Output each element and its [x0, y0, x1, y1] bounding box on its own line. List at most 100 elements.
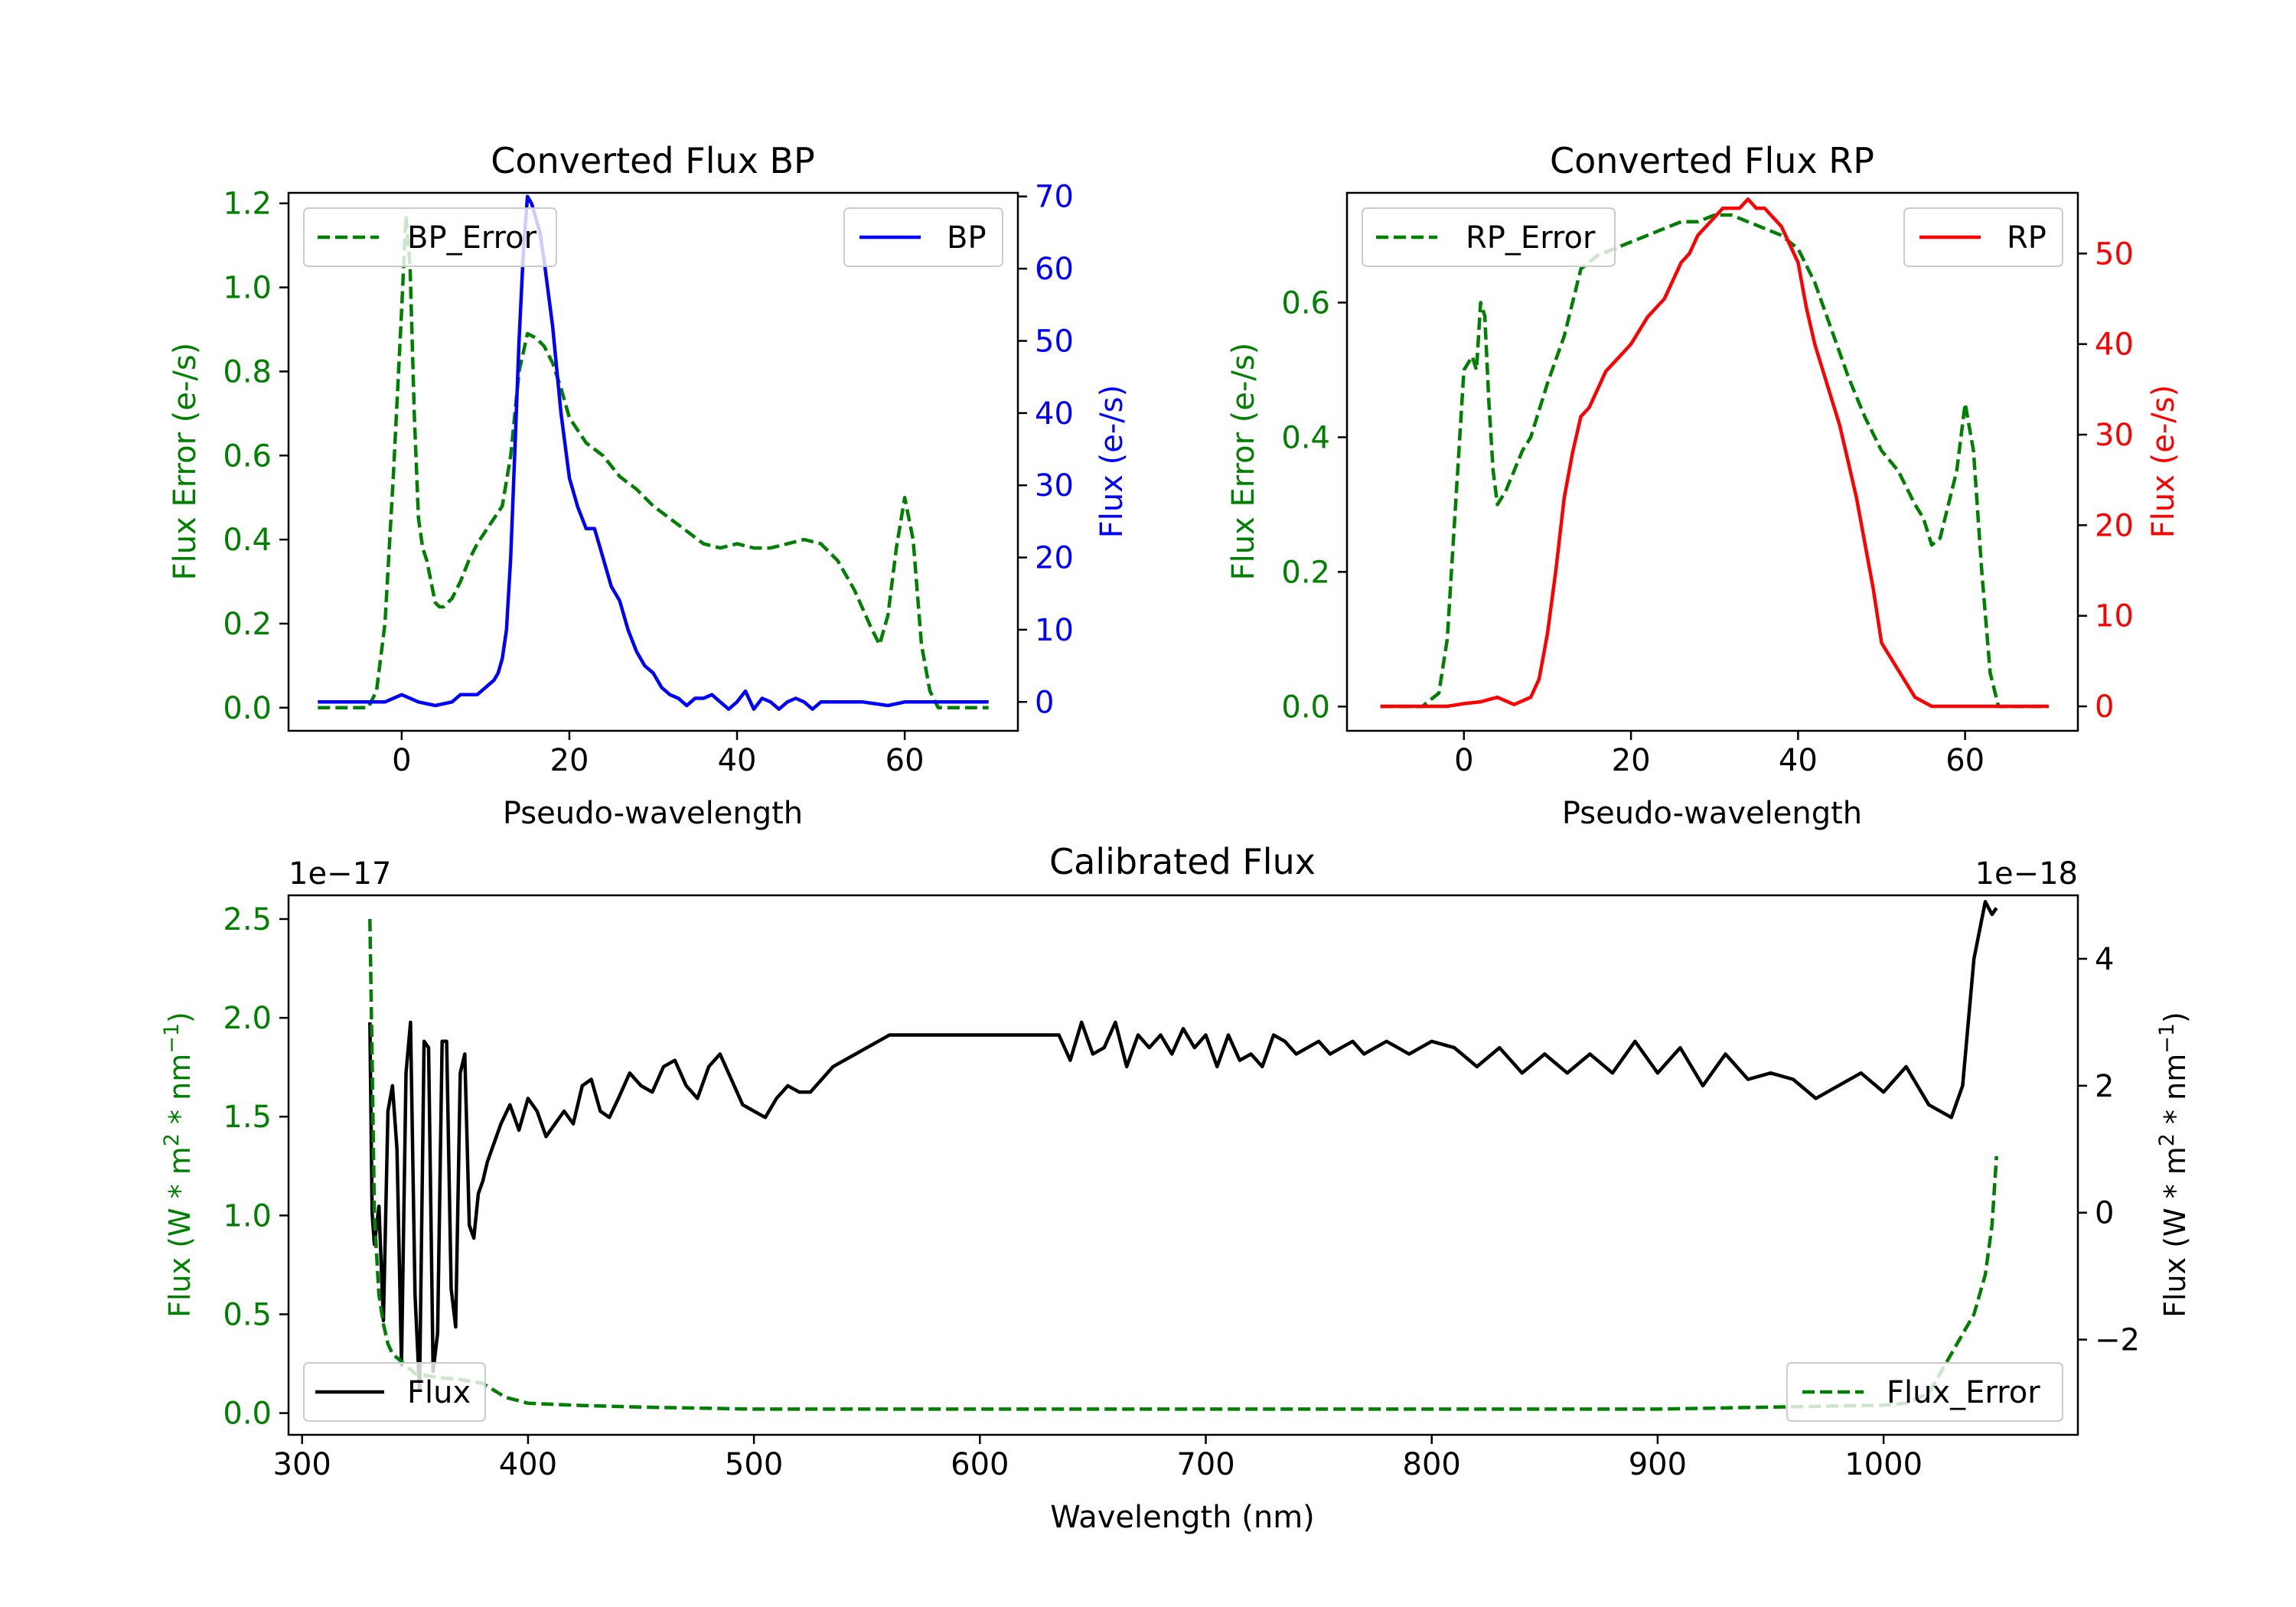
calibrated-y-left-tick-label: 1.5	[223, 1100, 272, 1135]
panel-bp: Converted Flux BP 0 20 40 60 0.00.20.40.60.…	[168, 140, 1130, 831]
rp-legend-left-box	[1362, 207, 1616, 267]
calibrated-y-label-right: Flux (W * m2 * nm−1)	[2155, 1012, 2193, 1318]
bp-series-bp-error	[318, 214, 989, 710]
bp-x-tick-label: 40	[718, 743, 757, 778]
calibrated-title: Calibrated Flux	[1049, 841, 1316, 882]
calibrated-y-left-tick-label: 1.0	[223, 1198, 272, 1234]
bp-y-right-tick-label: 20	[1035, 541, 1074, 576]
calibrated-y-left-tick-label: 0.5	[223, 1297, 272, 1332]
bp-legend-left: BP_Error	[303, 207, 557, 267]
calibrated-x-tick-label: 400	[499, 1447, 557, 1482]
bp-y-right-tick-label: 10	[1035, 613, 1074, 648]
bp-series-bp	[318, 194, 989, 711]
bp-legend-right-box	[843, 207, 1003, 267]
bp-y-label-left: Flux Error (e-/s)	[168, 343, 203, 581]
rp-legend-right: RP	[1903, 207, 2063, 267]
bp-x-tick-label: 20	[550, 743, 589, 778]
bp-y-right-tick-label: 0	[1035, 685, 1054, 720]
rp-y-axis-right: 0 10 20 30 40 50	[2078, 236, 2134, 725]
bp-title: Converted Flux BP	[491, 140, 815, 181]
calibrated-y-right-tick-label: 4	[2095, 942, 2114, 977]
rp-x-tick-label: 20	[1612, 743, 1651, 778]
calibrated-y-left-tick-label: 2.0	[223, 1001, 272, 1036]
bp-series	[318, 194, 989, 711]
bp-legend-right: BP	[843, 207, 1003, 267]
calibrated-y-axis-right: −2 0 2 4	[2078, 942, 2140, 1358]
calibrated-legend-right: Flux_Error	[1786, 1362, 2063, 1422]
rp-series-rp-error	[1380, 213, 2049, 709]
calibrated-y-right-tick-label: −2	[2095, 1323, 2140, 1358]
bp-y-right-tick-label: 60	[1035, 252, 1074, 287]
rp-x-axis: 0 20 40 60	[1454, 731, 1985, 778]
bp-x-tick-label: 0	[392, 743, 411, 778]
calibrated-offset-left: 1e−17	[289, 856, 391, 892]
bp-legend-right-label: BP	[947, 220, 987, 256]
calibrated-x-tick-label: 900	[1629, 1447, 1687, 1482]
calibrated-axes-frame	[287, 894, 2079, 1436]
bp-y-left-tick-label: 0.2	[223, 607, 272, 642]
rp-y-right-tick-label: 30	[2095, 418, 2134, 453]
calibrated-x-tick-label: 1000	[1844, 1447, 1923, 1482]
rp-series-rp	[1380, 197, 2049, 709]
bp-y-left-tick-label: 0.0	[223, 691, 272, 726]
rp-x-tick-label: 60	[1945, 743, 1985, 778]
bp-legend-left-box	[303, 207, 557, 267]
calibrated-y-right-tick-label: 2	[2095, 1069, 2114, 1104]
calibrated-x-tick-label: 700	[1176, 1447, 1234, 1482]
calibrated-legend-right-label: Flux_Error	[1887, 1375, 2040, 1410]
rp-y-right-tick-label: 0	[2095, 689, 2114, 725]
rp-x-tick-label: 0	[1454, 743, 1473, 778]
rp-y-right-tick-label: 20	[2095, 508, 2134, 543]
rp-legend-right-box	[1903, 207, 2063, 267]
calibrated-x-tick-label: 600	[951, 1447, 1009, 1482]
calibrated-legend-right-box	[1786, 1362, 2063, 1422]
rp-y-right-tick-label: 10	[2095, 599, 2134, 634]
bp-x-tick-label: 60	[885, 743, 925, 778]
bp-x-label: Pseudo-wavelength	[503, 796, 803, 831]
rp-series	[1380, 197, 2049, 709]
bp-y-label-right: Flux (e-/s)	[1094, 385, 1130, 538]
calibrated-x-axis: 300 400 500 600 700 800 900 1000	[273, 1435, 1923, 1482]
bp-axes-frame	[287, 191, 1019, 732]
rp-title: Converted Flux RP	[1550, 140, 1874, 181]
calibrated-y-axis-left: 0.0 0.5 1.0 1.5 2.0 2.5	[223, 902, 289, 1432]
calibrated-legend-left-box	[303, 1362, 486, 1422]
rp-y-right-tick-label: 50	[2095, 236, 2134, 272]
bp-y-right-tick-label: 40	[1035, 396, 1074, 432]
bp-y-axis-right: 0 10 20 30 40 50 60 70	[1018, 180, 1074, 720]
bp-y-left-tick-label: 0.4	[223, 523, 272, 558]
calibrated-x-tick-label: 300	[273, 1447, 331, 1482]
panel-rp: Converted Flux RP 0 20 40 60 0.0 0.2 0.4 0.6 0…	[1226, 140, 2181, 831]
rp-axes-frame	[1345, 191, 2079, 732]
bp-y-right-tick-label: 50	[1035, 324, 1074, 359]
rp-y-left-tick-label: 0.0	[1281, 689, 1330, 725]
rp-y-left-tick-label: 0.2	[1281, 555, 1330, 590]
rp-x-tick-label: 40	[1779, 743, 1818, 778]
rp-y-left-tick-label: 0.4	[1281, 420, 1330, 455]
calibrated-legend-left-label: Flux	[407, 1375, 471, 1410]
rp-y-left-tick-label: 0.6	[1281, 285, 1330, 321]
bp-y-right-tick-label: 30	[1035, 468, 1074, 504]
calibrated-x-tick-label: 500	[725, 1447, 783, 1482]
rp-y-label-right: Flux (e-/s)	[2146, 385, 2181, 538]
calibrated-offset-right: 1e−18	[1975, 856, 2078, 892]
panel-calibrated: Calibrated Flux 1e−17 1e−18 300 400 500 600…	[160, 841, 2193, 1535]
rp-y-axis-left: 0.0 0.2 0.4 0.6	[1281, 285, 1347, 725]
bp-y-left-tick-label: 0.8	[223, 354, 272, 390]
bp-y-axis-left: 0.0 0.2 0.4 0.6 0.8 1.0 1.2	[223, 187, 289, 726]
rp-legend-right-label: RP	[2007, 220, 2047, 256]
calibrated-y-label-left: Flux (W * m2 * nm−1)	[160, 1012, 197, 1318]
calibrated-series-flux	[368, 900, 1998, 1393]
calibrated-y-left-tick-label: 0.0	[223, 1397, 272, 1432]
bp-y-left-tick-label: 1.0	[223, 271, 272, 306]
calibrated-legend-left: Flux	[303, 1362, 486, 1422]
rp-y-label-left: Flux Error (e-/s)	[1226, 343, 1261, 581]
calibrated-y-left-tick-label: 2.5	[223, 902, 272, 937]
bp-y-left-tick-label: 1.2	[223, 187, 272, 222]
rp-legend-left-label: RP_Error	[1466, 220, 1596, 256]
bp-x-axis: 0 20 40 60	[392, 731, 925, 778]
bp-y-right-tick-label: 70	[1035, 180, 1074, 215]
bp-y-left-tick-label: 0.6	[223, 438, 272, 474]
